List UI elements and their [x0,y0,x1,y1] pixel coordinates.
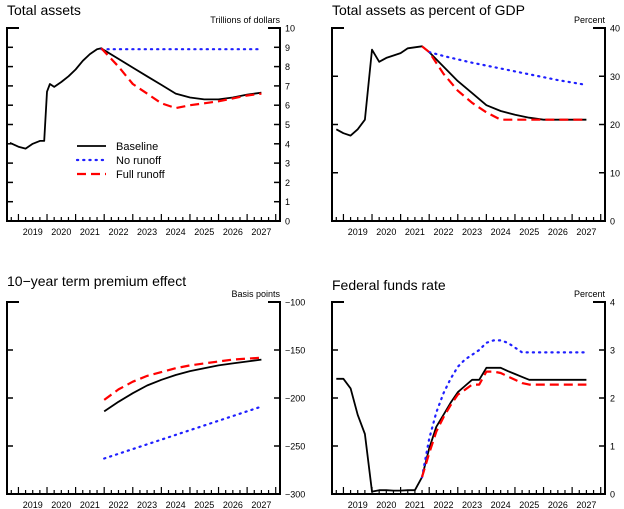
legend: Baseline No runoff Full runoff [75,141,166,181]
x-tick-label: 2022 [433,227,453,237]
y-tick-label: 6 [285,101,290,111]
x-tick-label: 2019 [348,500,368,509]
y-tick-label: 8 [285,62,290,72]
y-tick-label: 3 [610,346,615,356]
x-tick-label: 2026 [223,500,243,509]
series-line-full-runoff [421,45,587,121]
legend-label: Baseline [116,141,158,153]
x-tick-label: 2023 [137,500,157,509]
x-tick-label: 2022 [433,500,453,509]
x-tick-label: 2020 [376,500,396,509]
series-line-full-runoff [100,47,262,110]
legend-label: No runoff [116,155,162,167]
axes-frame [6,27,281,222]
axes-frame [6,301,281,495]
y-axis-unit-label: Basis points [231,289,280,299]
y-tick-label: 0 [610,217,615,227]
series-line-full-runoff [103,356,262,401]
series-line-full-runoff [420,370,587,478]
x-tick-label: 2024 [166,227,186,237]
y-tick-label: 0 [285,217,290,227]
y-tick-label: 7 [285,81,290,91]
series-line-no-runoff [420,339,588,479]
chart-panel-2: Total assets as percent of GDP Percent 0 10… [331,2,620,237]
x-tick-label: 2026 [223,227,243,237]
x-tick-label: 2019 [348,227,368,237]
x-tick-label: 2026 [548,500,568,509]
series-line-baseline [103,358,262,413]
y-axis-unit-label: Trillions of dollars [210,15,280,25]
x-tick-label: 2022 [108,227,128,237]
x-tick-label: 2021 [405,227,425,237]
x-tick-label: 2021 [405,500,425,509]
x-tick-label: 2021 [80,500,100,509]
x-tick-label: 2021 [80,227,100,237]
x-tick-label: 2020 [51,227,71,237]
x-tick-label: 2020 [51,500,71,509]
x-tick-label: 2027 [576,227,596,237]
x-tick-label: 2025 [519,227,539,237]
x-tick-label: 2024 [491,227,511,237]
y-tick-label: −150 [285,346,305,356]
x-tick-label: 2022 [108,500,128,509]
legend-label: Full runoff [116,169,166,181]
y-tick-label: 4 [285,139,290,149]
y-tick-label: 1 [610,442,615,452]
y-tick-label: 5 [285,120,290,130]
chart-panel-4: Federal funds rate Percent 0 1 2 3 4 2019 2020 20… [331,277,615,509]
x-tick-label: 2025 [519,500,539,509]
x-tick-label: 2023 [137,227,157,237]
x-tick-label: 2026 [548,227,568,237]
chart-title: Federal funds rate [332,277,446,293]
x-tick-label: 2025 [194,500,214,509]
y-tick-label: 9 [285,43,290,53]
x-tick-label: 2027 [576,500,596,509]
series-line-no-runoff [103,405,263,460]
x-tick-label: 2023 [462,500,482,509]
y-tick-label: 1 [285,197,290,207]
y-tick-label: 10 [285,24,295,34]
x-tick-label: 2024 [166,500,186,509]
x-tick-label: 2024 [491,500,511,509]
y-tick-label: 30 [610,72,620,82]
y-axis-unit-label: Percent [574,289,606,299]
chart-title: Total assets [7,2,81,18]
y-tick-label: −250 [285,442,305,452]
y-tick-label: 3 [285,159,290,169]
x-tick-label: 2019 [23,227,43,237]
series-line-baseline [9,47,262,150]
y-tick-label: 40 [610,24,620,34]
y-tick-label: 2 [610,394,615,404]
series-line-no-runoff [428,51,588,86]
y-tick-label: −300 [285,490,305,500]
x-tick-label: 2020 [376,227,396,237]
axes-frame [331,301,606,495]
y-tick-label: −100 [285,298,305,308]
x-tick-label: 2027 [251,500,271,509]
y-tick-label: 0 [610,490,615,500]
x-tick-label: 2023 [462,227,482,237]
y-tick-label: 4 [610,298,615,308]
y-axis-unit-label: Percent [574,15,606,25]
chart-panel-1: Total assets Trillions of dollars 0 1 2 3 4 5 6 7… [6,2,295,237]
chart-title: 10−year term premium effect [7,273,186,289]
y-tick-label: 2 [285,178,290,188]
series-line-baseline [336,366,587,493]
x-tick-label: 2019 [23,500,43,509]
axes-frame [331,27,606,222]
x-tick-label: 2027 [251,227,271,237]
chart-title: Total assets as percent of GDP [332,2,525,18]
x-tick-label: 2025 [194,227,214,237]
y-tick-label: 10 [610,168,620,178]
y-tick-label: −200 [285,394,305,404]
y-tick-label: 20 [610,120,620,130]
